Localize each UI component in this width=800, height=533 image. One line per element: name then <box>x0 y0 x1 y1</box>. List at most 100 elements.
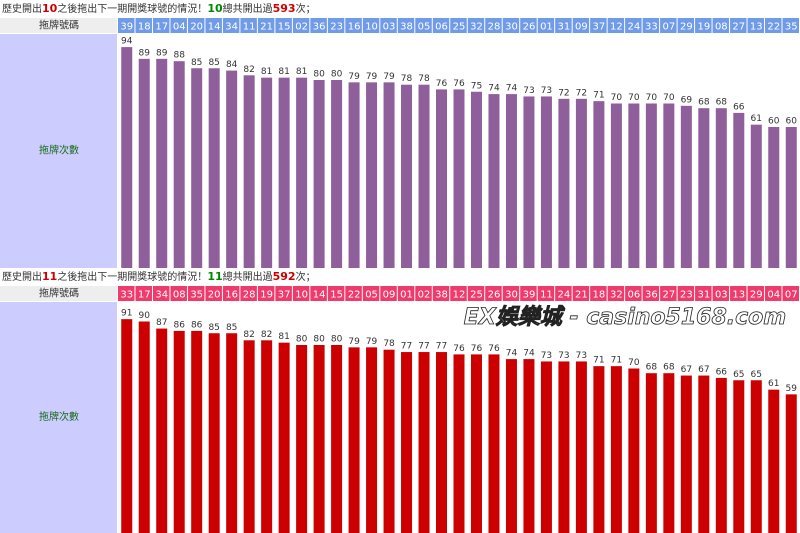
bar <box>663 373 675 533</box>
bar <box>558 98 570 268</box>
number-cell <box>118 286 135 301</box>
number-cell <box>485 18 502 33</box>
number-cell <box>590 286 607 301</box>
bar-value-label: 73 <box>558 351 569 361</box>
number-label: 17 <box>155 22 168 33</box>
bar <box>401 84 413 268</box>
number-cell <box>240 286 257 301</box>
row-label: 拖牌號碼 <box>39 287 79 300</box>
bar-value-label: 71 <box>593 91 604 101</box>
number-label: 10 <box>295 290 308 301</box>
number-cell <box>467 286 485 301</box>
bar <box>575 98 587 268</box>
number-label: 02 <box>418 290 431 301</box>
bar <box>296 345 308 533</box>
bar <box>768 389 780 533</box>
bar-value-label: 89 <box>156 48 168 58</box>
number-cell <box>625 286 642 301</box>
bar <box>156 328 168 533</box>
bar-value-label: 79 <box>348 72 360 82</box>
number-label: 39 <box>120 22 133 33</box>
bar-value-label: 73 <box>541 351 552 361</box>
bar <box>313 345 325 533</box>
number-cell <box>362 18 380 33</box>
bar-value-label: 70 <box>646 93 658 103</box>
bar <box>348 82 360 268</box>
bar-value-label: 77 <box>436 342 447 352</box>
title-part: 歷史開出 <box>2 2 42 15</box>
number-label: 24 <box>628 22 641 33</box>
bar-value-label: 79 <box>366 337 378 347</box>
number-cell <box>747 286 765 301</box>
bar-value-label: 86 <box>173 320 185 330</box>
bar-value-label: 74 <box>506 84 518 94</box>
number-cell <box>537 286 555 301</box>
bar <box>628 368 640 533</box>
bar <box>785 394 797 533</box>
bar-value-label: 71 <box>611 356 622 366</box>
title-part: 總共開出過 <box>223 2 273 15</box>
bar-value-label: 78 <box>401 74 413 84</box>
bar <box>348 347 360 533</box>
number-label: 27 <box>732 22 745 33</box>
bar-value-label: 66 <box>716 367 728 377</box>
bar <box>243 340 255 533</box>
number-label: 19 <box>697 22 710 33</box>
number-cell <box>590 18 607 33</box>
bar <box>261 77 273 269</box>
panel-title: 歷史開出11之後拖出下一期開獎球號的情況！11總共開出過592次； <box>2 270 316 283</box>
panel-title: 歷史開出10之後拖出下一期開獎球號的情況！10總共開出過593次； <box>2 2 316 15</box>
bar <box>505 94 517 268</box>
bar <box>610 103 622 268</box>
bar <box>698 375 710 533</box>
number-label: 03 <box>715 290 728 301</box>
bar <box>173 61 185 269</box>
number-cell <box>415 18 432 33</box>
number-label: 22 <box>348 290 361 301</box>
number-label: 13 <box>732 290 745 301</box>
bar <box>453 89 465 269</box>
number-label: 32 <box>470 22 483 33</box>
number-label: 37 <box>278 290 291 301</box>
bar <box>401 352 413 533</box>
bar-value-label: 68 <box>698 98 710 108</box>
number-cell <box>397 18 415 33</box>
number-label: 25 <box>470 290 483 301</box>
bar-value-label: 82 <box>243 330 254 340</box>
number-label: 13 <box>750 22 763 33</box>
number-cell <box>520 286 537 301</box>
number-cell <box>327 18 345 33</box>
number-cell <box>380 286 397 301</box>
bar-value-label: 77 <box>401 342 412 352</box>
bar <box>715 108 727 268</box>
bar-value-label: 74 <box>506 349 518 359</box>
number-label: 16 <box>225 290 238 301</box>
number-label: 06 <box>628 290 641 301</box>
number-label: 10 <box>365 22 378 33</box>
number-label: 08 <box>715 22 728 33</box>
number-label: 37 <box>593 22 606 33</box>
bar-value-label: 71 <box>593 356 604 366</box>
bar <box>383 349 395 533</box>
bar <box>366 82 378 268</box>
number-label: 12 <box>453 290 466 301</box>
bar <box>593 366 605 533</box>
bar <box>366 347 378 533</box>
number-cell <box>275 18 292 33</box>
number-cell <box>257 18 275 33</box>
bar <box>278 77 290 269</box>
number-cell <box>345 286 362 301</box>
number-cell <box>730 286 747 301</box>
number-cell <box>747 18 765 33</box>
number-label: 23 <box>680 290 693 301</box>
number-label: 01 <box>540 22 553 33</box>
number-cell <box>572 18 590 33</box>
bar-value-label: 82 <box>261 330 272 340</box>
bar-value-label: 68 <box>646 363 658 373</box>
number-cell <box>712 286 730 301</box>
number-cell <box>782 286 799 301</box>
bar <box>470 354 482 533</box>
number-cell <box>660 18 677 33</box>
bar <box>715 377 727 533</box>
number-label: 16 <box>348 22 361 33</box>
